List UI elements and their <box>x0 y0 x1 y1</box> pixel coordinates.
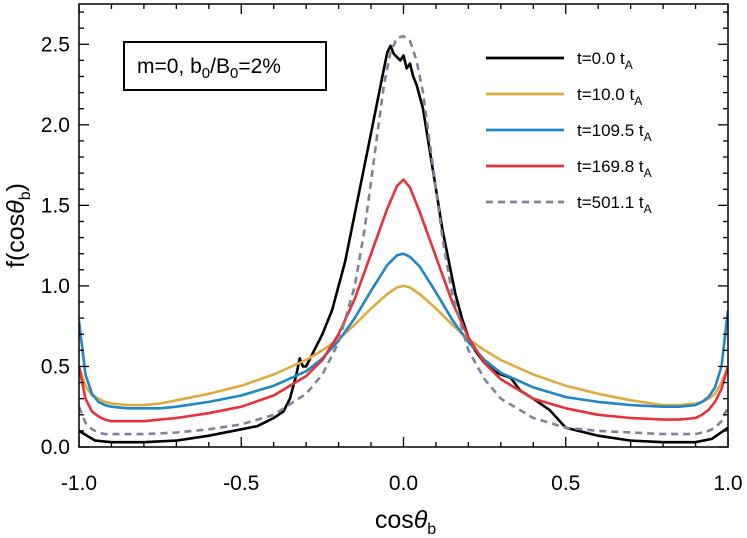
series-layer <box>79 34 728 444</box>
axis-ticks: -1.0 -0.5 0.0 0.5 1.0 0.0 0.5 1.0 1.5 2.0 2.5 <box>41 4 743 495</box>
y-axis-title: f(cosθb) <box>2 183 34 268</box>
series-line-2 <box>79 252 728 410</box>
annotation-box <box>123 41 327 91</box>
series-line-1 <box>79 284 728 407</box>
y-tick-label: 0.5 <box>41 355 70 378</box>
legend-label-1: t=10.0 tA <box>577 85 642 108</box>
y-tick-label: 2.0 <box>41 114 70 137</box>
series-line-3 <box>79 178 728 423</box>
x-tick-label: 0.0 <box>389 472 418 495</box>
legend-label-2: t=109.5 tA <box>577 121 652 144</box>
legend-label-0: t=0.0 tA <box>577 49 633 72</box>
x-tick-label: -0.5 <box>223 472 259 495</box>
annotation-text: m=0, b0/B0=2% <box>137 55 281 82</box>
parameter-annotation: m=0, b0/B0=2% <box>123 41 327 91</box>
legend-label-4: t=501.1 tA <box>577 193 652 216</box>
x-tick-label: -1.0 <box>61 472 97 495</box>
legend: t=0.0 tA t=10.0 tA t=109.5 tA t=169.8 tA t=5… <box>486 49 652 216</box>
x-tick-label: 1.0 <box>713 472 742 495</box>
y-tick-label: 0.0 <box>41 436 70 459</box>
y-tick-label: 1.5 <box>41 194 70 217</box>
series-line-0 <box>79 44 728 444</box>
y-tick-label: 2.5 <box>41 33 70 56</box>
series-line-4 <box>79 34 728 436</box>
x-axis-title: cosθb <box>375 506 436 538</box>
y-tick-label: 1.0 <box>41 275 70 298</box>
x-tick-label: 0.5 <box>551 472 580 495</box>
legend-label-3: t=169.8 tA <box>577 157 652 180</box>
